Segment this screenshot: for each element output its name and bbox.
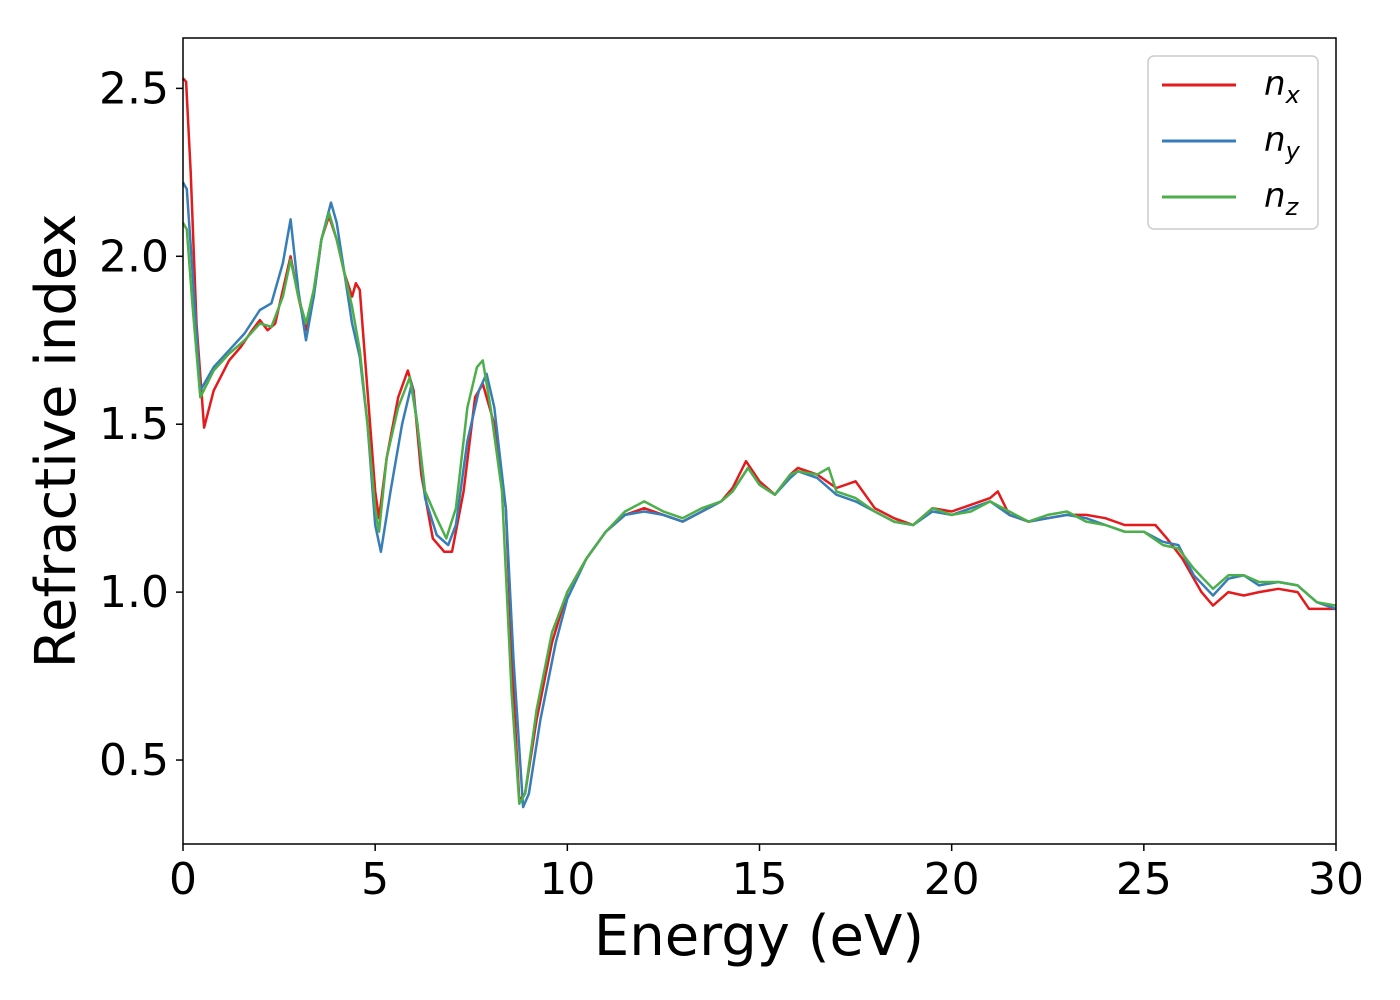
legend-label-y: ny	[1264, 120, 1301, 165]
x-axis-ticks: 0 5 10 15 20 25 30	[169, 844, 1364, 905]
y-axis-title: Refractive index	[24, 214, 89, 669]
x-axis-title: Energy (eV)	[594, 904, 924, 969]
legend: nx ny nz	[1147, 55, 1319, 230]
legend-label-x: nx	[1264, 64, 1301, 109]
y-tick-label: 1.5	[99, 399, 169, 450]
y-tick-label: 2.5	[99, 63, 169, 114]
y-tick-label: 0.5	[99, 735, 169, 786]
x-tick-label: 25	[1116, 854, 1172, 905]
x-tick-label: 15	[732, 854, 788, 905]
y-tick-label: 1.0	[99, 567, 169, 618]
y-tick-label: 2.0	[99, 231, 169, 282]
x-tick-label: 20	[924, 854, 980, 905]
y-axis-ticks: 0.5 1.0 1.5 2.0 2.5	[99, 63, 183, 786]
x-tick-label: 0	[169, 854, 197, 905]
x-tick-label: 5	[361, 854, 389, 905]
legend-label-z: nz	[1264, 176, 1300, 221]
x-tick-label: 30	[1308, 854, 1364, 905]
series-line-n-y	[181, 181, 1337, 809]
series-lines	[181, 77, 1337, 809]
x-tick-label: 10	[539, 854, 595, 905]
series-line-n-z	[181, 211, 1337, 805]
